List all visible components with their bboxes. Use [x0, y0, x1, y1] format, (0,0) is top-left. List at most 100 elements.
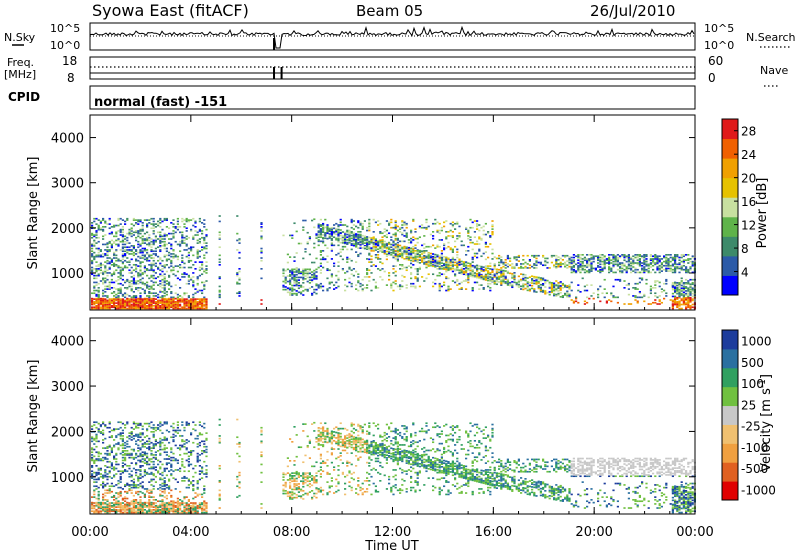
- velocity-echo: [104, 465, 107, 467]
- power-echo: [396, 253, 399, 256]
- power-echo: [121, 299, 124, 302]
- power-echo: [330, 239, 333, 241]
- velocity-echo: [148, 507, 151, 510]
- power-echo: [581, 267, 584, 270]
- power-echo: [289, 256, 292, 258]
- power-echo: [557, 286, 560, 288]
- power-echo: [495, 271, 498, 273]
- power-echo: [161, 305, 164, 307]
- velocity-echo: [135, 500, 138, 503]
- velocity-echo: [135, 492, 138, 494]
- power-echo: [286, 280, 289, 283]
- power-echo: [491, 225, 494, 228]
- power-echo: [106, 288, 109, 290]
- velocity-echo: [119, 507, 122, 510]
- power-echo: [577, 264, 580, 267]
- power-echo: [550, 290, 553, 292]
- power-echo: [623, 256, 626, 259]
- power-echo: [685, 290, 688, 292]
- power-echo: [368, 236, 371, 239]
- power-echo: [458, 288, 461, 290]
- power-echo: [572, 256, 575, 259]
- power-echo: [352, 243, 355, 245]
- power-echo: [647, 296, 650, 299]
- power-echo: [674, 290, 677, 292]
- velocity-heatmap-cells: [91, 418, 696, 514]
- power-echo: [388, 247, 391, 249]
- power-echo: [130, 232, 133, 235]
- velocity-echo: [154, 511, 157, 514]
- power-echo: [97, 295, 100, 297]
- power-echo: [170, 270, 173, 273]
- velocity-echo: [104, 489, 107, 492]
- power-echo: [509, 257, 512, 260]
- power-echo: [467, 262, 470, 265]
- power-echo: [438, 256, 441, 258]
- power-echo: [383, 231, 386, 233]
- power-echo: [141, 227, 144, 230]
- velocity-echo: [139, 460, 142, 463]
- power-echo: [141, 306, 144, 309]
- velocity-echo: [91, 447, 94, 449]
- power-echo: [291, 269, 294, 272]
- power-echo: [121, 250, 124, 253]
- power-echo: [322, 234, 325, 236]
- power-echo: [106, 303, 109, 306]
- power-echo: [137, 265, 140, 267]
- power-echo: [689, 283, 692, 286]
- velocity-echo: [102, 499, 105, 501]
- power-echo: [564, 284, 567, 287]
- power-echo: [192, 285, 195, 288]
- velocity-echo: [108, 506, 111, 508]
- velocity-echo: [135, 506, 138, 508]
- power-echo: [205, 235, 208, 238]
- power-echo: [671, 306, 674, 309]
- power-echo: [407, 253, 410, 256]
- power-echo: [500, 267, 503, 269]
- power-echo: [352, 232, 355, 235]
- power-echo: [434, 282, 437, 285]
- power-echo: [337, 239, 340, 242]
- power-echo: [203, 239, 206, 242]
- power-echo: [121, 247, 124, 250]
- power-echo: [108, 298, 111, 300]
- power-echo: [586, 260, 589, 263]
- power-echo: [440, 252, 443, 255]
- power-echo: [148, 255, 151, 258]
- power-echo: [346, 248, 349, 251]
- velocity-echo: [95, 433, 98, 436]
- velocity-echo: [119, 492, 122, 494]
- power-echo: [418, 256, 421, 259]
- power-echo: [381, 278, 384, 281]
- power-echo: [577, 254, 580, 256]
- power-echo: [616, 259, 619, 262]
- power-echo: [350, 240, 353, 242]
- power-echo: [110, 302, 113, 304]
- power-echo: [363, 245, 366, 248]
- power-echo: [150, 292, 153, 295]
- power-echo: [436, 259, 439, 262]
- power-echo: [480, 268, 483, 270]
- velocity-echo: [95, 421, 98, 424]
- power-echo: [498, 275, 501, 278]
- power-echo: [99, 220, 102, 223]
- velocity-echo: [121, 465, 124, 467]
- power-echo: [139, 232, 142, 235]
- power-echo: [330, 281, 333, 284]
- power-echo: [187, 236, 190, 239]
- power-echo: [520, 285, 523, 288]
- power-echo: [383, 246, 386, 248]
- power-echo: [95, 223, 98, 225]
- power-echo: [451, 251, 454, 253]
- power-echo: [187, 305, 190, 307]
- power-echo: [297, 269, 300, 272]
- velocity-echo: [132, 485, 135, 488]
- velocity-echo: [148, 509, 151, 511]
- power-echo: [185, 301, 188, 303]
- power-echo: [414, 252, 417, 255]
- power-echo: [333, 265, 336, 267]
- power-echo: [317, 226, 320, 229]
- power-echo: [447, 289, 450, 292]
- power-echo: [198, 306, 201, 309]
- power-echo: [403, 266, 406, 269]
